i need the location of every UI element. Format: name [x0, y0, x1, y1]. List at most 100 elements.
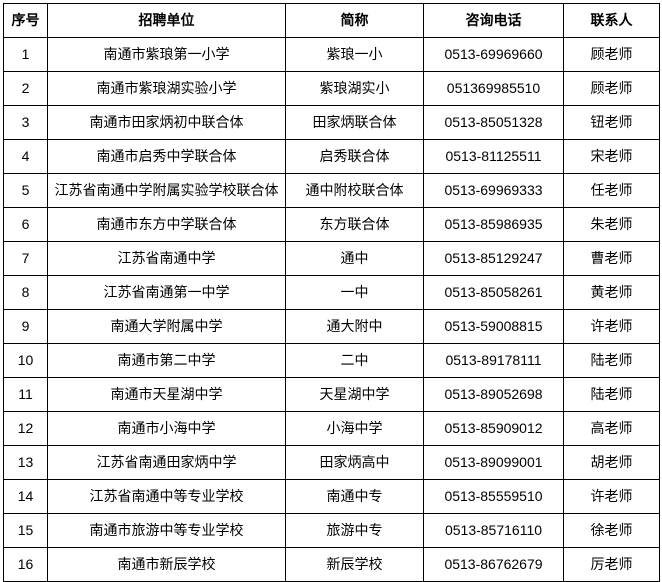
row-contact: 许老师 — [563, 309, 660, 344]
table-row: 3 南通市田家炳初中联合体 田家炳联合体 0513-85051328 钮老师 — [3, 105, 660, 140]
row-index: 15 — [3, 513, 48, 548]
row-abbr: 通中 — [285, 241, 424, 276]
row-abbr: 通中附校联合体 — [285, 173, 424, 208]
column-header-unit: 招聘单位 — [47, 3, 286, 38]
row-unit: 江苏省南通中等专业学校 — [47, 479, 286, 514]
column-header-phone: 咨询电话 — [423, 3, 564, 38]
row-contact: 许老师 — [563, 479, 660, 514]
row-phone: 0513-85716110 — [423, 513, 564, 548]
row-contact: 任老师 — [563, 173, 660, 208]
row-index: 14 — [3, 479, 48, 514]
table-row: 6 南通市东方中学联合体 东方联合体 0513-85986935 朱老师 — [3, 207, 660, 242]
column-header-contact: 联系人 — [563, 3, 660, 38]
row-unit: 江苏省南通田家炳中学 — [47, 445, 286, 480]
row-unit: 南通大学附属中学 — [47, 309, 286, 344]
table-row: 5 江苏省南通中学附属实验学校联合体 通中附校联合体 0513-69969333 任老师 — [3, 173, 660, 208]
row-contact: 胡老师 — [563, 445, 660, 480]
table-row: 7 江苏省南通中学 通中 0513-85129247 曹老师 — [3, 241, 660, 276]
row-contact: 顾老师 — [563, 37, 660, 72]
row-abbr: 紫琅一小 — [285, 37, 424, 72]
row-abbr: 启秀联合体 — [285, 139, 424, 174]
row-unit: 南通市新辰学校 — [47, 547, 286, 582]
row-index: 16 — [3, 547, 48, 582]
row-abbr: 东方联合体 — [285, 207, 424, 242]
row-unit: 南通市小海中学 — [47, 411, 286, 446]
row-phone: 0513-89052698 — [423, 377, 564, 412]
row-contact: 朱老师 — [563, 207, 660, 242]
row-unit: 南通市旅游中等专业学校 — [47, 513, 286, 548]
row-index: 4 — [3, 139, 48, 174]
table-row: 2 南通市紫琅湖实验小学 紫琅湖实小 051369985510 顾老师 — [3, 71, 660, 106]
row-abbr: 小海中学 — [285, 411, 424, 446]
table-body: 1 南通市紫琅第一小学 紫琅一小 0513-69969660 顾老师 2 南通市紫琅湖实验小… — [3, 37, 660, 582]
row-abbr: 一中 — [285, 275, 424, 310]
row-unit: 南通市东方中学联合体 — [47, 207, 286, 242]
row-phone: 0513-69969333 — [423, 173, 564, 208]
row-phone: 0513-85058261 — [423, 275, 564, 310]
table-row: 12 南通市小海中学 小海中学 0513-85909012 高老师 — [3, 411, 660, 446]
row-contact: 陆老师 — [563, 377, 660, 412]
row-contact: 曹老师 — [563, 241, 660, 276]
row-index: 6 — [3, 207, 48, 242]
row-index: 13 — [3, 445, 48, 480]
row-unit: 南通市天星湖中学 — [47, 377, 286, 412]
row-contact: 厉老师 — [563, 547, 660, 582]
row-unit: 江苏省南通中学 — [47, 241, 286, 276]
table-row: 11 南通市天星湖中学 天星湖中学 0513-89052698 陆老师 — [3, 377, 660, 412]
row-phone: 051369985510 — [423, 71, 564, 106]
row-abbr: 二中 — [285, 343, 424, 378]
row-phone: 0513-69969660 — [423, 37, 564, 72]
row-unit: 南通市田家炳初中联合体 — [47, 105, 286, 140]
column-header-index: 序号 — [3, 3, 48, 38]
table-row: 13 江苏省南通田家炳中学 田家炳高中 0513-89099001 胡老师 — [3, 445, 660, 480]
row-contact: 徐老师 — [563, 513, 660, 548]
table-row: 8 江苏省南通第一中学 一中 0513-85058261 黄老师 — [3, 275, 660, 310]
row-contact: 宋老师 — [563, 139, 660, 174]
table-header-row: 序号 招聘单位 简称 咨询电话 联系人 — [3, 3, 660, 38]
row-phone: 0513-89178111 — [423, 343, 564, 378]
table-row: 1 南通市紫琅第一小学 紫琅一小 0513-69969660 顾老师 — [3, 37, 660, 72]
row-index: 11 — [3, 377, 48, 412]
row-abbr: 田家炳联合体 — [285, 105, 424, 140]
row-phone: 0513-89099001 — [423, 445, 564, 480]
table-row: 9 南通大学附属中学 通大附中 0513-59008815 许老师 — [3, 309, 660, 344]
table-row: 10 南通市第二中学 二中 0513-89178111 陆老师 — [3, 343, 660, 378]
recruitment-table: 序号 招聘单位 简称 咨询电话 联系人 1 南通市紫琅第一小学 紫琅一小 0513-6… — [3, 3, 660, 582]
row-phone: 0513-85559510 — [423, 479, 564, 514]
row-phone: 0513-85986935 — [423, 207, 564, 242]
row-unit: 江苏省南通中学附属实验学校联合体 — [47, 173, 286, 208]
row-unit: 南通市紫琅第一小学 — [47, 37, 286, 72]
row-index: 7 — [3, 241, 48, 276]
row-abbr: 新辰学校 — [285, 547, 424, 582]
row-abbr: 旅游中专 — [285, 513, 424, 548]
row-index: 10 — [3, 343, 48, 378]
table-row: 14 江苏省南通中等专业学校 南通中专 0513-85559510 许老师 — [3, 479, 660, 514]
row-phone: 0513-81125511 — [423, 139, 564, 174]
row-index: 8 — [3, 275, 48, 310]
row-index: 1 — [3, 37, 48, 72]
row-index: 9 — [3, 309, 48, 344]
column-header-abbr: 简称 — [285, 3, 424, 38]
row-phone: 0513-85909012 — [423, 411, 564, 446]
row-abbr: 南通中专 — [285, 479, 424, 514]
row-phone: 0513-85129247 — [423, 241, 564, 276]
row-contact: 钮老师 — [563, 105, 660, 140]
table-row: 16 南通市新辰学校 新辰学校 0513-86762679 厉老师 — [3, 547, 660, 582]
row-contact: 黄老师 — [563, 275, 660, 310]
row-contact: 高老师 — [563, 411, 660, 446]
table-row: 4 南通市启秀中学联合体 启秀联合体 0513-81125511 宋老师 — [3, 139, 660, 174]
row-contact: 顾老师 — [563, 71, 660, 106]
table-row: 15 南通市旅游中等专业学校 旅游中专 0513-85716110 徐老师 — [3, 513, 660, 548]
row-phone: 0513-86762679 — [423, 547, 564, 582]
row-abbr: 田家炳高中 — [285, 445, 424, 480]
row-index: 2 — [3, 71, 48, 106]
row-unit: 南通市第二中学 — [47, 343, 286, 378]
row-abbr: 紫琅湖实小 — [285, 71, 424, 106]
row-abbr: 天星湖中学 — [285, 377, 424, 412]
row-abbr: 通大附中 — [285, 309, 424, 344]
row-phone: 0513-59008815 — [423, 309, 564, 344]
row-unit: 南通市紫琅湖实验小学 — [47, 71, 286, 106]
row-unit: 江苏省南通第一中学 — [47, 275, 286, 310]
row-phone: 0513-85051328 — [423, 105, 564, 140]
row-contact: 陆老师 — [563, 343, 660, 378]
